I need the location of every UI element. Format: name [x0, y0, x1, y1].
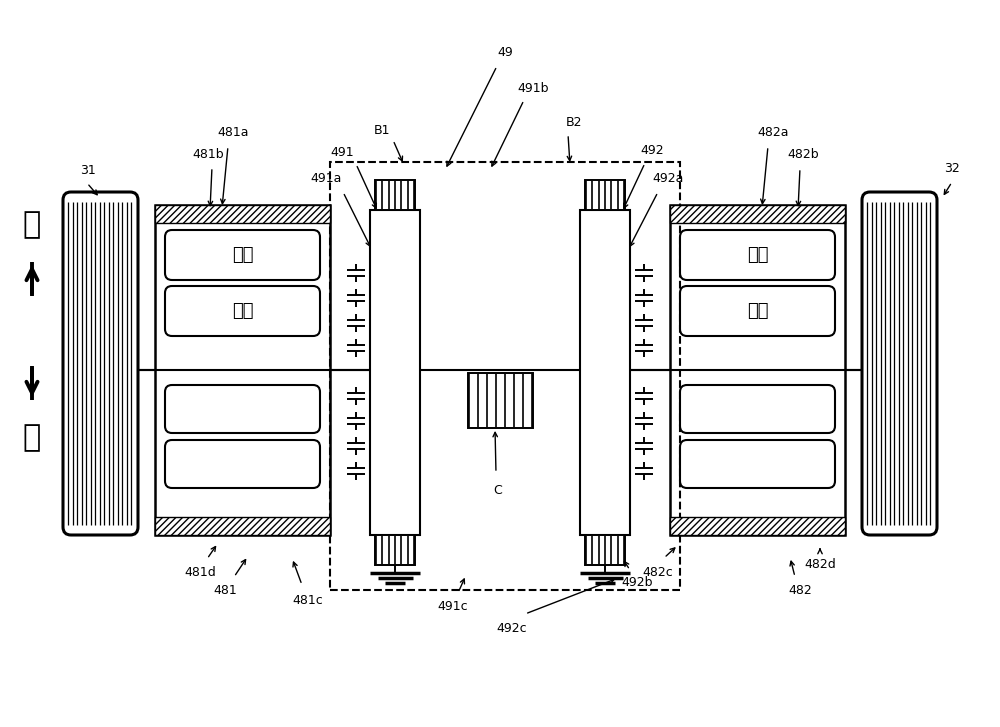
- Text: 492b: 492b: [621, 577, 653, 590]
- Text: C: C: [494, 483, 502, 497]
- Text: 491c: 491c: [438, 601, 468, 614]
- FancyBboxPatch shape: [862, 192, 937, 535]
- Text: 转子: 转子: [747, 302, 768, 320]
- Bar: [670, 205, 845, 223]
- Bar: [375, 535, 415, 565]
- FancyBboxPatch shape: [63, 192, 138, 535]
- Text: 481d: 481d: [184, 566, 216, 579]
- FancyBboxPatch shape: [165, 286, 320, 336]
- Text: 492a: 492a: [652, 172, 684, 185]
- Bar: [580, 210, 630, 535]
- Bar: [155, 205, 330, 535]
- Bar: [155, 517, 330, 535]
- Text: 转子: 转子: [232, 302, 253, 320]
- Text: 定子: 定子: [747, 246, 768, 264]
- Text: 482a: 482a: [757, 126, 789, 139]
- Bar: [670, 205, 845, 535]
- Text: 491a: 491a: [310, 172, 342, 185]
- Text: 后: 后: [23, 424, 41, 452]
- Text: 481b: 481b: [192, 148, 224, 161]
- FancyBboxPatch shape: [165, 385, 320, 433]
- Text: 31: 31: [80, 164, 96, 177]
- Bar: [155, 205, 330, 223]
- Text: 492c: 492c: [497, 622, 527, 635]
- Text: 481: 481: [213, 584, 237, 596]
- Text: 前: 前: [23, 211, 41, 239]
- Text: 491b: 491b: [517, 81, 549, 95]
- Text: B1: B1: [374, 124, 390, 137]
- Bar: [375, 180, 415, 210]
- Bar: [370, 210, 420, 535]
- Text: 492: 492: [640, 143, 664, 156]
- FancyBboxPatch shape: [165, 230, 320, 280]
- Bar: [670, 517, 845, 535]
- Bar: [468, 373, 533, 428]
- Text: 482d: 482d: [804, 558, 836, 571]
- FancyBboxPatch shape: [165, 440, 320, 488]
- Text: 491: 491: [330, 145, 354, 158]
- Text: 482b: 482b: [787, 148, 819, 161]
- Bar: [330, 162, 680, 590]
- Bar: [585, 180, 625, 210]
- Text: 482c: 482c: [643, 566, 673, 579]
- Text: 32: 32: [944, 161, 960, 174]
- FancyBboxPatch shape: [680, 230, 835, 280]
- Text: 定子: 定子: [232, 246, 253, 264]
- Text: 481c: 481c: [293, 593, 323, 606]
- Text: 481a: 481a: [217, 126, 249, 139]
- Text: 482: 482: [788, 584, 812, 596]
- FancyBboxPatch shape: [680, 286, 835, 336]
- Text: 49: 49: [497, 46, 513, 58]
- Bar: [585, 535, 625, 565]
- FancyBboxPatch shape: [680, 440, 835, 488]
- Text: B2: B2: [566, 116, 582, 129]
- FancyBboxPatch shape: [680, 385, 835, 433]
